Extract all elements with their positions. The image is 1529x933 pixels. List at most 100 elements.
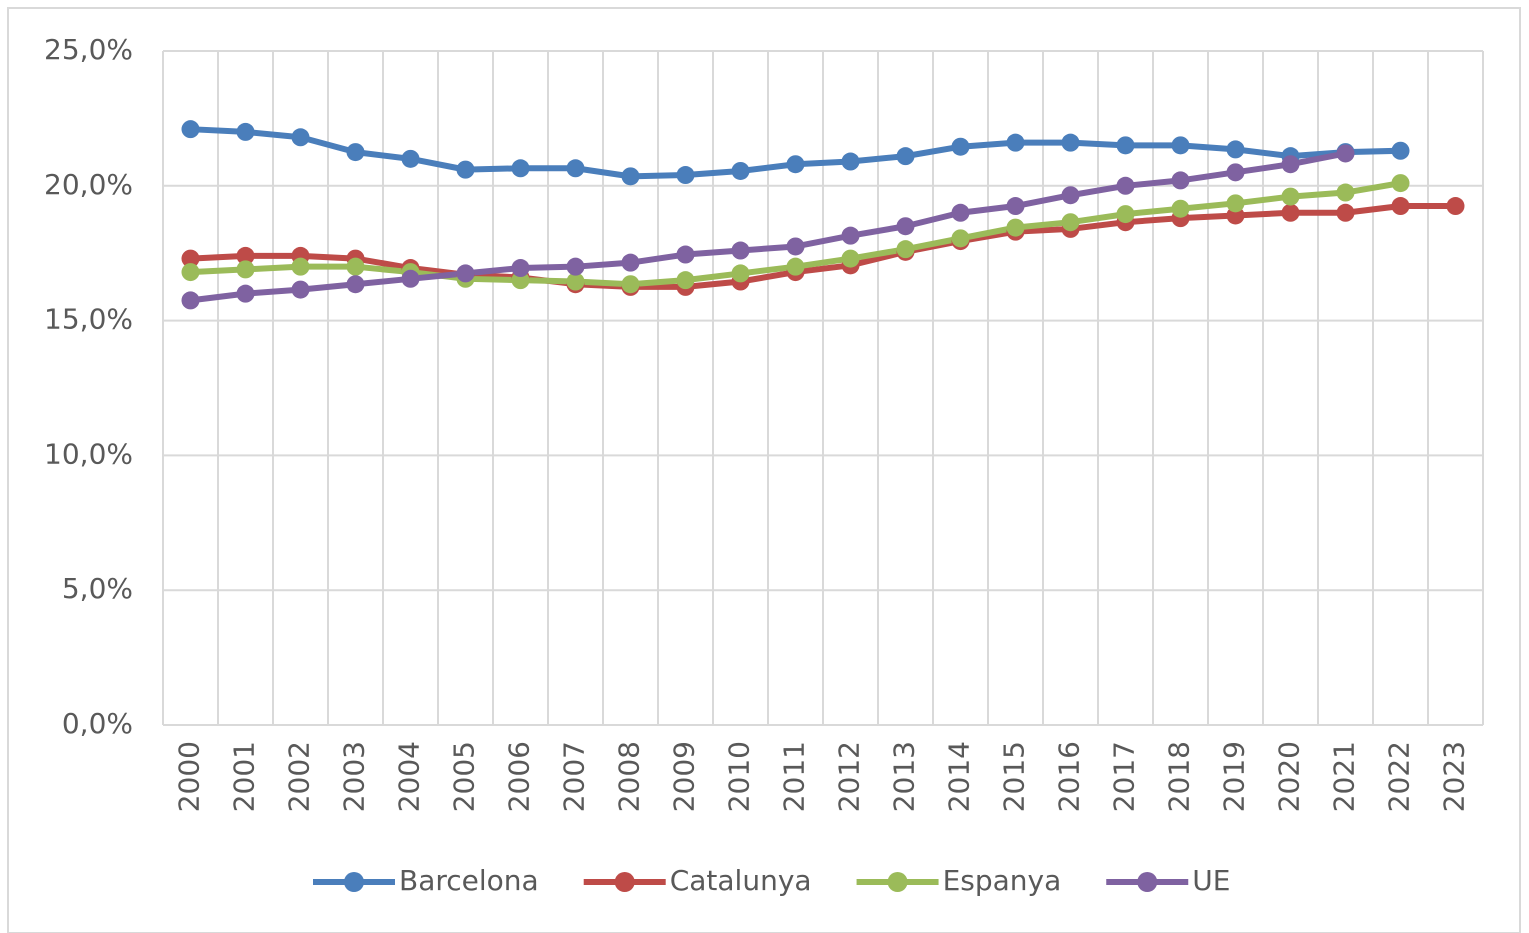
series-marker <box>841 249 860 268</box>
x-tick-label: 2010 <box>723 741 756 812</box>
series-marker <box>1116 205 1135 224</box>
series-marker <box>291 280 310 299</box>
series-marker <box>676 271 695 290</box>
x-tick-label: 2014 <box>943 741 976 812</box>
series-marker <box>1281 203 1300 222</box>
legend-label: UE <box>1192 864 1230 897</box>
series-marker <box>1116 176 1135 195</box>
y-tick-label: 15,0% <box>44 303 133 336</box>
series-marker <box>621 275 640 294</box>
legend-item: UE <box>1106 864 1230 897</box>
series-marker <box>731 161 750 180</box>
x-tick-label: 2000 <box>173 741 206 812</box>
series-line <box>190 203 1456 290</box>
legend-marker <box>344 872 364 892</box>
series-marker <box>841 152 860 171</box>
series-marker <box>1006 218 1025 237</box>
x-tick-label: 2023 <box>1438 741 1471 812</box>
series-marker <box>1226 140 1245 159</box>
series-marker <box>1281 187 1300 206</box>
legend-item: Barcelona <box>313 864 539 897</box>
x-tick-label: 2009 <box>668 741 701 812</box>
series-marker <box>1226 163 1245 182</box>
x-tick-label: 2020 <box>1273 741 1306 812</box>
x-tick-label: 2008 <box>613 741 646 812</box>
x-tick-label: 2019 <box>1218 741 1251 812</box>
series-marker <box>896 147 915 166</box>
x-tick-label: 2018 <box>1163 741 1196 812</box>
series-marker <box>181 120 200 139</box>
x-tick-label: 2013 <box>888 741 921 812</box>
x-tick-label: 2007 <box>558 741 591 812</box>
series-marker <box>1006 197 1025 216</box>
x-tick-label: 2006 <box>503 741 536 812</box>
series-marker <box>621 253 640 272</box>
series-marker <box>1391 174 1410 193</box>
series-marker <box>786 155 805 174</box>
series-marker <box>841 226 860 245</box>
series-marker <box>676 166 695 185</box>
series-marker <box>1171 199 1190 218</box>
legend-label: Catalunya <box>670 864 812 897</box>
legend-label: Espanya <box>943 864 1062 897</box>
x-tick-label: 2017 <box>1108 741 1141 812</box>
x-tick-label: 2016 <box>1053 741 1086 812</box>
x-tick-label: 2022 <box>1383 741 1416 812</box>
series-marker <box>1336 203 1355 222</box>
series-marker <box>1116 136 1135 155</box>
x-tick-label: 2004 <box>393 741 426 812</box>
legend-marker <box>614 872 635 892</box>
series-marker <box>1171 171 1190 190</box>
series-marker <box>236 246 255 265</box>
legend-marker <box>887 872 908 892</box>
series-marker <box>1336 183 1355 202</box>
series-marker <box>1391 197 1410 216</box>
series-marker <box>346 143 365 162</box>
legend-item: Catalunya <box>583 864 812 897</box>
series-marker <box>236 284 255 303</box>
series-marker <box>1336 144 1355 163</box>
series-marker <box>1391 141 1410 160</box>
series-marker <box>401 269 420 288</box>
series-marker <box>1171 136 1190 155</box>
legend-label: Barcelona <box>399 864 539 897</box>
series-marker <box>401 149 420 168</box>
x-tick-label: 2001 <box>228 741 261 812</box>
x-tick-label: 2002 <box>283 741 316 812</box>
chart-border <box>7 7 1521 933</box>
series-marker <box>181 263 200 282</box>
series-marker <box>951 137 970 156</box>
x-tick-label: 2011 <box>778 741 811 812</box>
series-marker <box>786 237 805 256</box>
series-marker <box>951 229 970 248</box>
legend-marker <box>1137 872 1158 892</box>
series-line <box>190 150 1347 304</box>
legend-item: Espanya <box>856 864 1062 897</box>
series-marker <box>896 217 915 236</box>
series-marker <box>236 122 255 141</box>
series-marker <box>896 240 915 259</box>
series-marker <box>456 160 475 179</box>
y-tick-label: 5,0% <box>62 572 133 605</box>
series-marker <box>731 241 750 260</box>
x-tick-label: 2021 <box>1328 741 1361 812</box>
series-marker <box>1281 155 1300 174</box>
series-marker <box>456 264 475 283</box>
x-tick-label: 2005 <box>448 741 481 812</box>
x-tick-label: 2003 <box>338 741 371 812</box>
series-marker <box>1061 186 1080 205</box>
series-marker <box>676 245 695 264</box>
series-marker <box>621 167 640 186</box>
series-marker <box>181 291 200 310</box>
series-marker <box>346 275 365 294</box>
series-marker <box>566 159 585 178</box>
series-marker <box>346 257 365 276</box>
series-marker <box>291 257 310 276</box>
series-marker <box>1226 194 1245 213</box>
series-marker <box>731 264 750 283</box>
series-marker <box>786 257 805 276</box>
series-marker <box>1006 133 1025 152</box>
series-marker <box>181 249 200 268</box>
series-marker <box>566 257 585 276</box>
